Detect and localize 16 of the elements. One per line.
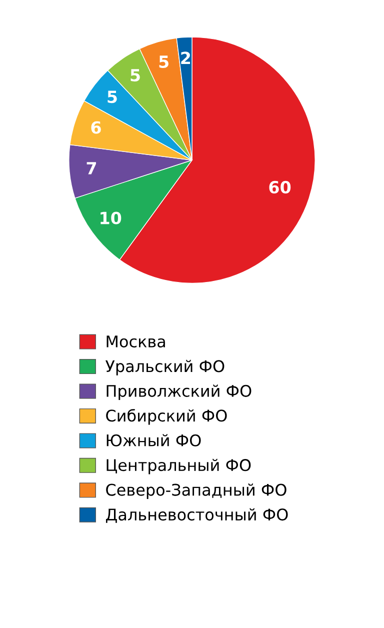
data-label: 2	[181, 52, 190, 64]
legend-label: Северо-Западный ФО	[106, 484, 286, 499]
legend-label: Приволжский ФО	[106, 384, 252, 400]
data-label: 10	[100, 212, 122, 224]
legend-label: Уральский ФО	[105, 360, 224, 376]
legend-label: Центральный ФО	[106, 458, 251, 474]
data-label: 7	[86, 162, 96, 174]
legend-label: Южный ФО	[106, 434, 201, 446]
legend-label: Москва	[106, 336, 165, 348]
data-label: 5	[108, 90, 117, 104]
legend-label: Сибирский ФО	[106, 409, 227, 425]
data-label: 5	[130, 69, 140, 82]
data-label: 6	[91, 121, 101, 134]
data-label: 60	[269, 180, 291, 194]
data-label: 5	[159, 56, 168, 68]
legend-label: Дальневосточный ФО	[106, 508, 288, 523]
